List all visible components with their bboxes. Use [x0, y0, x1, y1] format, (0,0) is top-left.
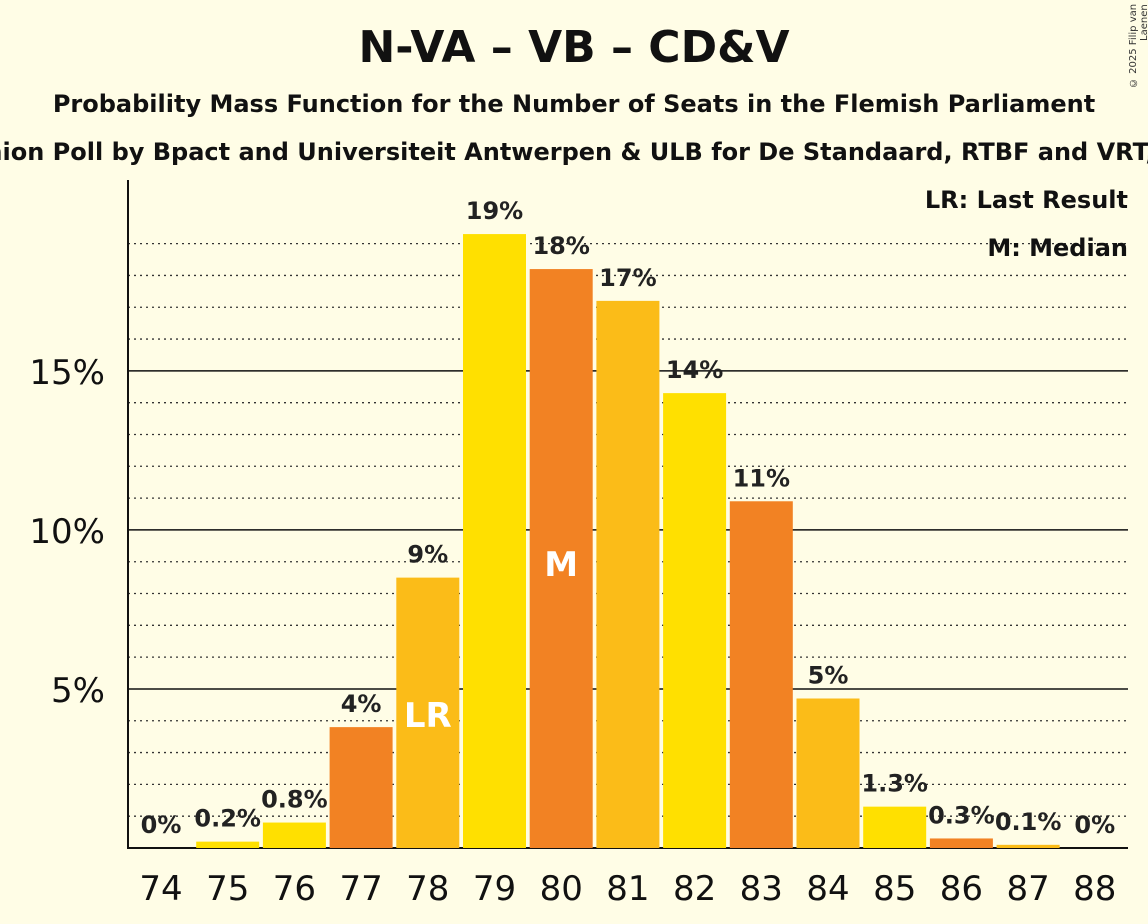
x-tick-label: 84 [806, 869, 849, 909]
bar-81 [596, 300, 660, 848]
bar-76 [262, 822, 326, 848]
bar-85 [863, 806, 927, 848]
data-label-82: 14% [666, 356, 723, 384]
chart-subtitle: Probability Mass Function for the Number… [52, 90, 1096, 118]
data-label-81: 17% [599, 264, 656, 292]
x-tick-label: 85 [873, 869, 916, 909]
bar-77 [329, 727, 393, 848]
bar-86 [929, 838, 993, 848]
bar-87 [996, 844, 1060, 848]
data-label-76: 0.8% [261, 786, 328, 814]
x-tick-label: 75 [206, 869, 249, 909]
x-tick-label: 87 [1006, 869, 1049, 909]
marker-m: M [544, 545, 578, 585]
bar-79 [463, 234, 526, 849]
data-label-83: 11% [733, 464, 790, 492]
data-label-84: 5% [808, 661, 849, 689]
x-tick-label: 80 [540, 869, 583, 909]
y-tick-label: 5% [51, 671, 105, 711]
data-label-75: 0.2% [194, 805, 261, 833]
bar-78 [396, 577, 460, 848]
data-label-88: 0% [1074, 811, 1115, 839]
x-tick-label: 88 [1073, 869, 1116, 909]
data-label-74: 0% [141, 811, 182, 839]
x-tick-label: 77 [339, 869, 382, 909]
x-tick-label: 79 [473, 869, 516, 909]
chart-source-text: Opinion Poll by Bpact and Universiteit A… [0, 138, 1148, 166]
bar-82 [663, 393, 727, 848]
x-tick-label: 74 [139, 869, 182, 909]
data-label-79: 19% [466, 197, 523, 225]
x-tick-label: 83 [740, 869, 783, 909]
x-tick-label: 76 [273, 869, 316, 909]
data-label-85: 1.3% [861, 770, 928, 798]
y-tick-label: 10% [29, 512, 105, 552]
marker-lr: LR [404, 696, 452, 736]
data-label-77: 4% [341, 690, 382, 718]
legend-last-result: LR: Last Result [924, 186, 1128, 214]
x-tick-label: 82 [673, 869, 716, 909]
data-label-86: 0.3% [928, 801, 995, 829]
data-label-80: 18% [532, 232, 589, 260]
x-tick-label: 78 [406, 869, 449, 909]
data-label-78: 9% [407, 541, 448, 569]
x-tick-label: 86 [940, 869, 983, 909]
bar-75 [196, 841, 260, 848]
chart-source-line: Opinion Poll by Bpact and Universiteit A… [0, 138, 1148, 166]
x-tick-label: 81 [606, 869, 649, 909]
chart-title: N-VA – VB – CD&V [358, 22, 790, 73]
bar-80 [529, 269, 593, 849]
data-label-87: 0.1% [995, 808, 1062, 836]
y-tick-label: 15% [29, 353, 105, 393]
legend-median: M: Median [987, 234, 1128, 262]
bar-84 [796, 698, 860, 848]
bar-83 [729, 501, 793, 848]
